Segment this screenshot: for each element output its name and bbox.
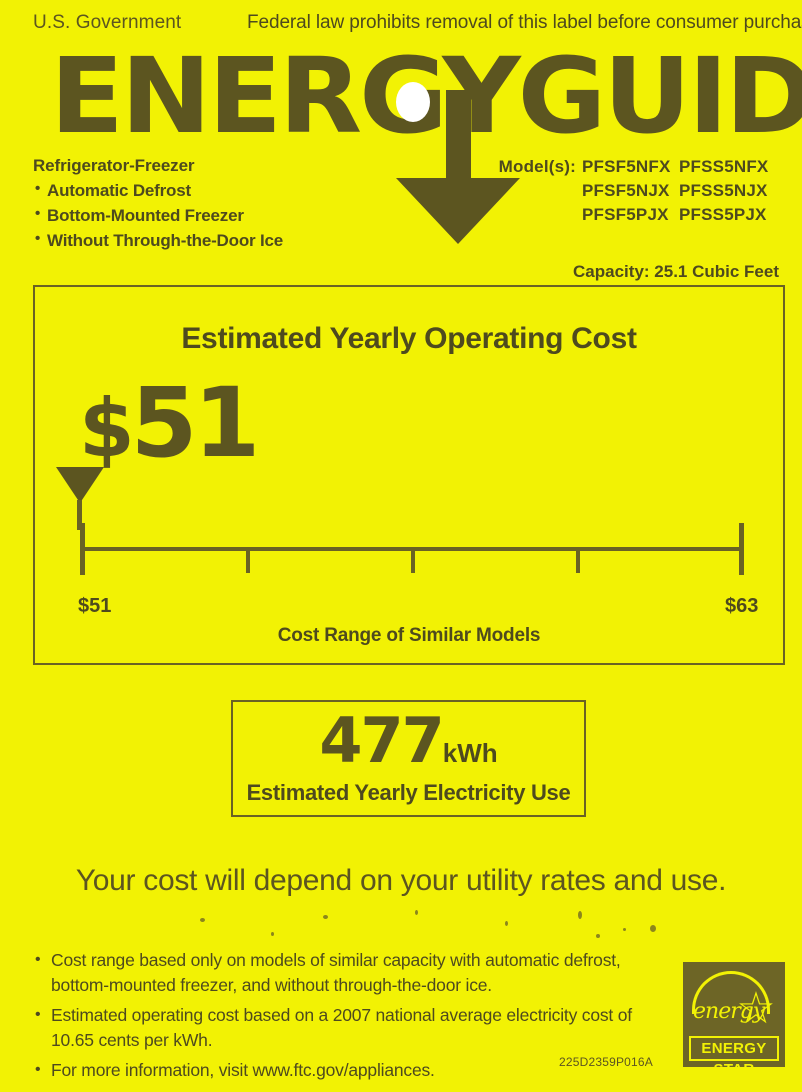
electricity-use-caption: Estimated Yearly Electricity Use [246, 780, 571, 805]
scan-artifact [578, 911, 582, 919]
label-header: U.S. Government Federal law prohibits re… [0, 12, 802, 38]
capacity-text: Capacity: 25.1 Cubic Feet [573, 262, 779, 281]
product-description: Refrigerator-Freezer Automatic Defrost B… [33, 156, 363, 251]
scan-artifact [415, 910, 418, 915]
operating-cost-title: Estimated Yearly Operating Cost [181, 322, 637, 355]
tagline-text: Your cost will depend on your utility ra… [75, 864, 727, 897]
cost-range-high-label: $63 [725, 595, 759, 617]
operating-cost-box: Estimated Yearly Operating Cost $51 $51 … [33, 285, 785, 665]
part-number-code: 225D2359P016A [559, 1055, 654, 1069]
hang-hole-icon [396, 82, 430, 122]
footnote: Estimated operating cost based on a 2007… [33, 1002, 663, 1053]
model-row: Model(s): PFSF5NFX PFSS5NFX [499, 157, 779, 177]
footnotes: Cost range based only on models of simil… [33, 947, 663, 1088]
models-label: Model(s): [498, 157, 576, 176]
electricity-use-unit: kWh [442, 738, 498, 768]
cost-range-caption: Cost Range of Similar Models [277, 625, 541, 646]
scale-tick [576, 547, 580, 573]
scale-tick [246, 547, 250, 573]
footnote: Cost range based only on models of simil… [33, 947, 663, 998]
scan-artifact [596, 934, 600, 938]
product-type: Refrigerator-Freezer [33, 156, 195, 175]
model-number: PFSS5PJX [679, 205, 767, 224]
scale-tick-right-end [739, 523, 744, 575]
cost-range-pointer-icon [56, 467, 104, 530]
electricity-use-box: 477kWh Estimated Yearly Electricity Use [231, 700, 586, 817]
scan-artifact [623, 928, 626, 931]
pointer-triangle [56, 467, 104, 503]
cost-range-low-label: $51 [78, 595, 112, 617]
operating-cost-value: $51 [79, 375, 260, 477]
scan-artifact [271, 932, 274, 936]
model-number: PFSF5NJX [582, 181, 670, 200]
star-icon: ☆ [736, 984, 776, 1033]
down-arrow-icon [396, 90, 520, 250]
scale-tick [411, 547, 415, 573]
energy-star-logo: energy ☆ ENERGY STAR [683, 962, 785, 1078]
product-feature: Bottom-Mounted Freezer [33, 205, 363, 226]
currency-sign: $ [79, 382, 135, 475]
model-number: PFSF5NFX [582, 157, 671, 176]
energy-star-script-text: energy [693, 999, 765, 1024]
model-number: PFSF5PJX [582, 205, 669, 224]
cost-range-scale [80, 523, 744, 593]
scan-artifact [323, 915, 328, 919]
scale-tick-left-end [80, 523, 85, 575]
footnote: For more information, visit www.ftc.gov/… [33, 1057, 663, 1083]
electricity-use-value-row: 477kWh [233, 710, 584, 772]
scan-artifact [650, 925, 656, 932]
arrow-head [396, 178, 520, 244]
pointer-stem [77, 500, 82, 530]
model-number: PFSS5NFX [679, 157, 769, 176]
product-feature: Without Through-the-Door Ice [33, 230, 363, 251]
product-feature: Automatic Defrost [33, 180, 363, 201]
cost-amount: 51 [130, 367, 261, 479]
model-numbers: Model(s): PFSF5NFX PFSS5NFX Model(s): PFSF5… [499, 157, 779, 229]
legal-notice-text: Federal law prohibits removal of this la… [247, 12, 802, 33]
product-feature-list: Automatic Defrost Bottom-Mounted Freezer… [33, 180, 363, 251]
scan-artifact [200, 918, 205, 922]
agency-text: U.S. Government [33, 12, 182, 33]
model-number: PFSS5NJX [679, 181, 768, 200]
electricity-use-value: 477 [319, 704, 444, 777]
energy-star-bar-text: ENERGY STAR [689, 1036, 779, 1078]
scan-artifact [505, 921, 508, 926]
